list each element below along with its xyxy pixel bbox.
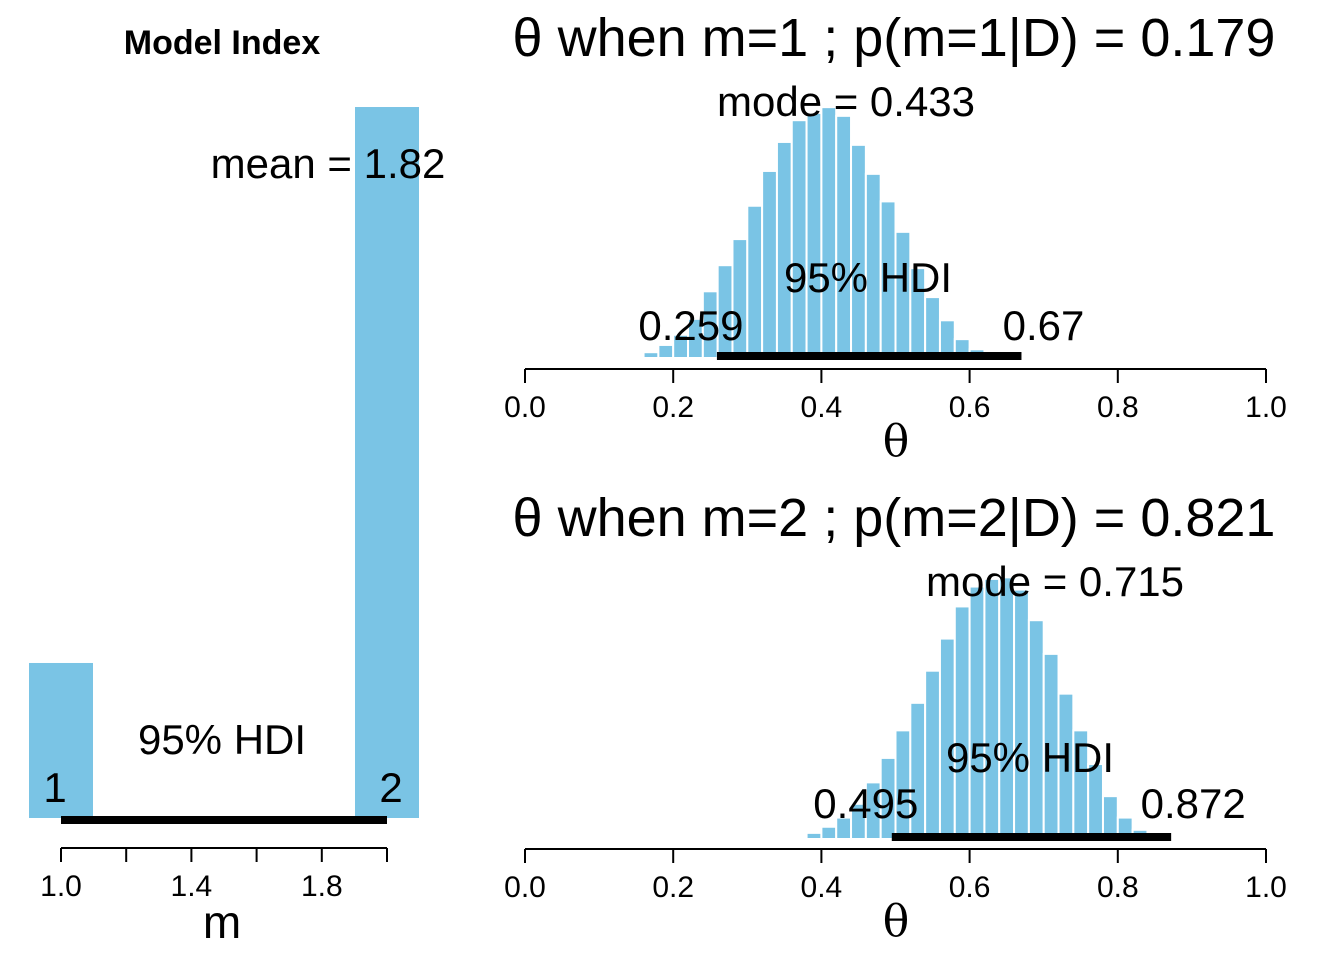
- x-ticks: 0.0 0.2 0.4 0.6 0.8 1.0: [504, 369, 1287, 424]
- histogram-bar: [820, 106, 838, 360]
- x-tick-label: 0.8: [1097, 871, 1139, 904]
- histogram-bars: [627, 106, 1016, 360]
- x-tick-label: 0.4: [801, 391, 843, 424]
- hdi-label: 95% HDI: [946, 734, 1114, 781]
- histogram-bar: [968, 585, 986, 840]
- hdi-high-label: 0.67: [1003, 302, 1085, 349]
- hdi-low-label: 1: [43, 764, 66, 811]
- histogram-bar: [835, 114, 853, 359]
- histogram-bar: [820, 825, 838, 841]
- histogram-bar: [983, 577, 1001, 841]
- histogram-bar: [790, 836, 808, 840]
- histogram-bar: [1101, 795, 1119, 840]
- hdi-low-label: 0.495: [813, 780, 918, 827]
- histogram-bar: [924, 296, 941, 360]
- x-tick-label: 1.0: [1245, 391, 1287, 424]
- histogram-bar: [761, 169, 778, 359]
- x-axis-label: m: [203, 896, 241, 948]
- hdi-high-label: 2: [379, 764, 402, 811]
- x-tick-label: 0.0: [504, 871, 546, 904]
- histogram-bar: [805, 111, 823, 359]
- bar: [355, 107, 419, 819]
- histogram-bar: [627, 355, 645, 359]
- model-index-panel: 1.0 1.4 1.8 Model Index mean = 1.82 95% HD…: [29, 24, 445, 948]
- x-tick-label: 0.6: [949, 871, 991, 904]
- chart-title: θ when m=1 ; p(m=1|D) = 0.179: [513, 8, 1276, 68]
- x-tick-label: 1.0: [1245, 871, 1287, 904]
- model-bars: [29, 107, 419, 819]
- x-tick-label: 0.2: [652, 871, 694, 904]
- x-tick-label: 0.0: [504, 391, 546, 424]
- x-tick-label: 0.6: [949, 391, 991, 424]
- chart-title: θ when m=2 ; p(m=2|D) = 0.821: [513, 488, 1276, 548]
- x-tick-label: 0.2: [652, 391, 694, 424]
- x-axis-label: θ: [883, 416, 910, 467]
- mode-label: mode = 0.715: [926, 558, 1184, 605]
- hdi-low-label: 0.259: [638, 302, 743, 349]
- mean-label: mean = 1.82: [211, 140, 446, 187]
- x-ticks: 1.0 1.4 1.8: [40, 848, 388, 903]
- hdi-label: 95% HDI: [138, 716, 306, 763]
- mode-label: mode = 0.433: [717, 78, 975, 125]
- histogram-bar: [924, 669, 941, 841]
- histogram-bar: [1013, 588, 1030, 840]
- histogram-bar: [805, 831, 823, 841]
- histogram-bar: [1027, 619, 1045, 841]
- histogram-bar: [746, 204, 764, 359]
- histogram-bar: [775, 140, 793, 359]
- x-tick-label: 1.0: [40, 870, 82, 903]
- histogram-bar: [642, 351, 660, 360]
- x-tick-label: 1.8: [301, 870, 343, 903]
- x-tick-label: 0.8: [1097, 391, 1139, 424]
- chart-title: Model Index: [124, 24, 321, 62]
- x-tick-label: 0.4: [801, 871, 843, 904]
- histogram-bar: [953, 605, 971, 840]
- x-ticks: 0.0 0.2 0.4 0.6 0.8 1.0: [504, 849, 1287, 904]
- histogram-bar: [998, 576, 1016, 840]
- hdi-high-label: 0.872: [1141, 780, 1246, 827]
- histogram-bar: [790, 119, 808, 359]
- theta-m1-panel: 0.0 0.2 0.4 0.6 0.8 1.0 θ when m=1 ; p(m=1|D)…: [504, 8, 1287, 467]
- theta-m2-panel: 0.0 0.2 0.4 0.6 0.8 1.0 θ when m=2 ; p(m=2|D)…: [504, 488, 1287, 947]
- hdi-label: 95% HDI: [784, 254, 952, 301]
- x-tick-label: 1.4: [171, 870, 213, 903]
- histogram-bar: [850, 143, 867, 359]
- x-axis-label: θ: [883, 896, 910, 947]
- bar: [29, 662, 93, 818]
